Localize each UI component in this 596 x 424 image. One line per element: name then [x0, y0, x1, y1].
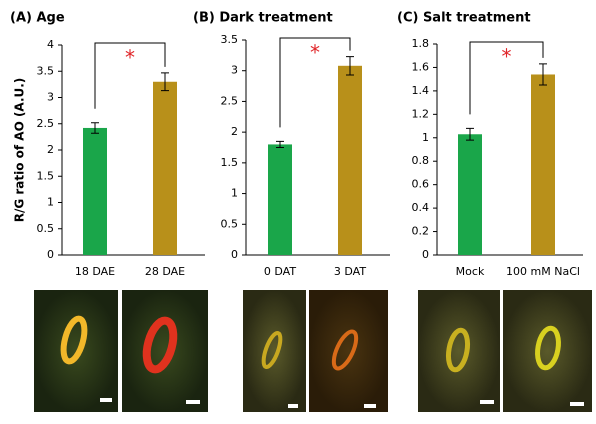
y-tick-label: 1.6 — [412, 60, 430, 73]
x-tick-label: 100 mM NaCl — [506, 265, 580, 278]
y-tick-label: 1.5 — [37, 169, 55, 182]
y-tick-label: 1 — [422, 131, 429, 144]
y-tick-label: 2 — [231, 125, 238, 138]
error-bar — [91, 122, 99, 134]
y-tick-label: 1 — [231, 187, 238, 200]
y-tick-label: 1.2 — [412, 107, 430, 120]
y-tick-label: 0.4 — [412, 201, 430, 214]
x-tick-label: 0 DAT — [264, 265, 296, 278]
y-tick-label: 3 — [231, 64, 238, 77]
y-tick-label: 0 — [422, 248, 429, 261]
y-tick-label: 3 — [47, 91, 54, 104]
x-tick-label: 3 DAT — [334, 265, 366, 278]
bar — [153, 81, 177, 255]
error-bar — [539, 63, 547, 86]
y-tick-label: 1.4 — [412, 84, 430, 97]
y-tick-label: 0.5 — [37, 222, 55, 235]
error-bar — [466, 127, 474, 141]
y-tick-label: 3.5 — [221, 33, 239, 46]
y-tick-label: 1.5 — [221, 156, 239, 169]
y-axis-label: R/G ratio of AO (A.U.) — [13, 78, 27, 223]
significance-marker: * — [125, 46, 135, 70]
x-tick-label: 18 DAE — [75, 265, 115, 278]
x-tick-label: Mock — [456, 265, 485, 278]
significance-bracket — [469, 41, 544, 115]
error-bar — [346, 56, 354, 76]
x-tick-label: 28 DAE — [145, 265, 185, 278]
y-tick-label: 0 — [47, 248, 54, 261]
y-tick-label: 3.5 — [37, 64, 55, 77]
significance-bracket — [279, 37, 351, 128]
bar — [338, 65, 362, 255]
y-tick-label: 2.5 — [37, 117, 55, 130]
error-bar — [161, 72, 169, 92]
significance-marker: * — [310, 41, 320, 65]
y-tick-label: 0.6 — [412, 178, 430, 191]
micrographs — [34, 290, 592, 412]
chart-title: (B) Dark treatment — [193, 11, 333, 26]
y-tick-label: 2 — [47, 143, 54, 156]
y-tick-label: 0 — [231, 248, 238, 261]
chart-title: (A) Age — [10, 11, 65, 26]
y-tick-label: 4 — [47, 38, 54, 51]
significance-bracket — [94, 42, 166, 109]
y-tick-label: 2.5 — [221, 94, 239, 107]
bar — [83, 127, 107, 255]
y-tick-label: 1.8 — [412, 37, 430, 50]
error-bar — [276, 140, 284, 148]
y-tick-label: 1 — [47, 196, 54, 209]
bar — [268, 144, 292, 255]
y-tick-label: 0.8 — [412, 154, 430, 167]
y-tick-label: 0.2 — [412, 225, 430, 238]
bar — [458, 134, 482, 255]
y-tick-label: 0.5 — [221, 217, 239, 230]
significance-marker: * — [502, 45, 512, 69]
chart-title: (C) Salt treatment — [397, 11, 531, 26]
bar — [531, 74, 555, 255]
